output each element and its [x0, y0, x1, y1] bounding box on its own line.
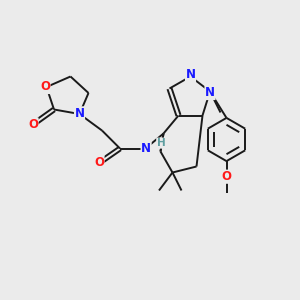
Text: H: H [157, 138, 166, 148]
Text: N: N [185, 68, 196, 82]
Text: O: O [28, 118, 38, 131]
Text: N: N [74, 107, 85, 120]
Text: O: O [40, 80, 50, 94]
Text: O: O [221, 170, 232, 183]
Text: N: N [205, 86, 215, 100]
Text: N: N [141, 142, 151, 155]
Text: O: O [94, 155, 104, 169]
